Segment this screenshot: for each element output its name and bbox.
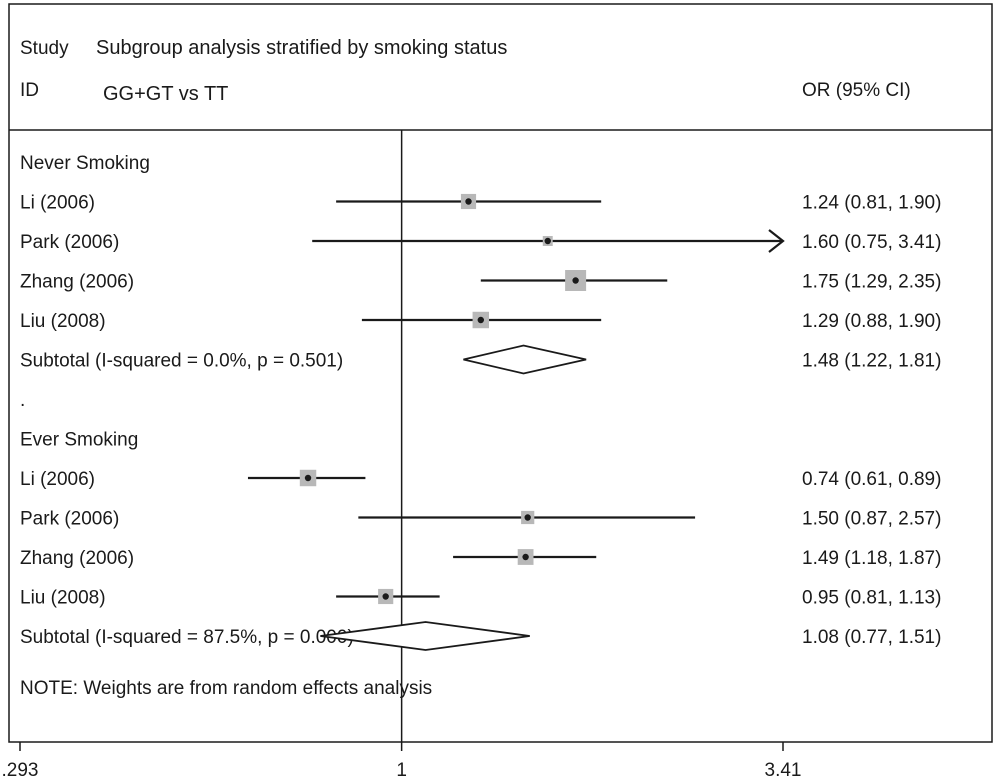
- study-label: Li (2006): [20, 193, 95, 214]
- forest-rows: Never Smoking Li (2006) 1.24 (0.81, 1.90) P…: [20, 153, 941, 651]
- pooled-diamond: [463, 344, 587, 375]
- or-ci-value: 1.29 (0.88, 1.90): [802, 311, 941, 332]
- subtotal-label: Subtotal (I-squared = 87.5%, p = 0.000): [20, 627, 354, 648]
- header-study-label: Study: [20, 38, 69, 59]
- point-estimate: [477, 316, 484, 324]
- header-title: Subgroup analysis stratified by smoking …: [96, 37, 507, 59]
- or-ci-value: 1.24 (0.81, 1.90): [802, 193, 941, 214]
- header-or-label: OR (95% CI): [802, 80, 911, 101]
- x-tick-label: .293: [2, 760, 39, 781]
- or-ci-value: 0.74 (0.61, 0.89): [802, 469, 941, 490]
- or-ci-value: 1.08 (0.77, 1.51): [802, 627, 941, 648]
- or-ci-value: 0.95 (0.81, 1.13): [802, 588, 941, 609]
- ci-arrow: [768, 229, 785, 253]
- header-subtitle: GG+GT vs TT: [103, 83, 228, 105]
- study-label: Zhang (2006): [20, 548, 134, 569]
- spacer-label: .: [20, 390, 25, 411]
- study-label: Liu (2008): [20, 311, 106, 332]
- point-estimate: [522, 553, 529, 561]
- weights-note: NOTE: Weights are from random effects an…: [20, 678, 432, 699]
- point-estimate: [572, 277, 579, 284]
- point-estimate: [382, 593, 389, 600]
- study-label: Li (2006): [20, 469, 95, 490]
- or-ci-value: 1.60 (0.75, 3.41): [802, 232, 941, 253]
- x-tick-label: 1: [396, 760, 407, 781]
- x-tick-label: 3.41: [765, 760, 802, 781]
- or-ci-value: 1.48 (1.22, 1.81): [802, 351, 941, 372]
- plot-frame: [8, 3, 993, 743]
- or-ci-value: 1.49 (1.18, 1.87): [802, 548, 941, 569]
- point-estimate: [544, 237, 551, 245]
- x-axis: .293 1 3.41: [2, 742, 802, 781]
- header-id-label: ID: [20, 80, 39, 101]
- point-estimate: [524, 514, 531, 521]
- point-estimate: [465, 198, 472, 205]
- study-label: Liu (2008): [20, 588, 106, 609]
- subtotal-label: Subtotal (I-squared = 0.0%, p = 0.501): [20, 351, 343, 372]
- point-estimate: [304, 474, 312, 482]
- or-ci-value: 1.50 (0.87, 2.57): [802, 509, 941, 530]
- group-label: Ever Smoking: [20, 430, 138, 451]
- pooled-diamond: [320, 621, 530, 651]
- study-label: Zhang (2006): [20, 272, 134, 293]
- study-label: Park (2006): [20, 509, 119, 530]
- study-label: Park (2006): [20, 232, 119, 253]
- group-label: Never Smoking: [20, 153, 150, 174]
- or-ci-value: 1.75 (1.29, 2.35): [802, 272, 941, 293]
